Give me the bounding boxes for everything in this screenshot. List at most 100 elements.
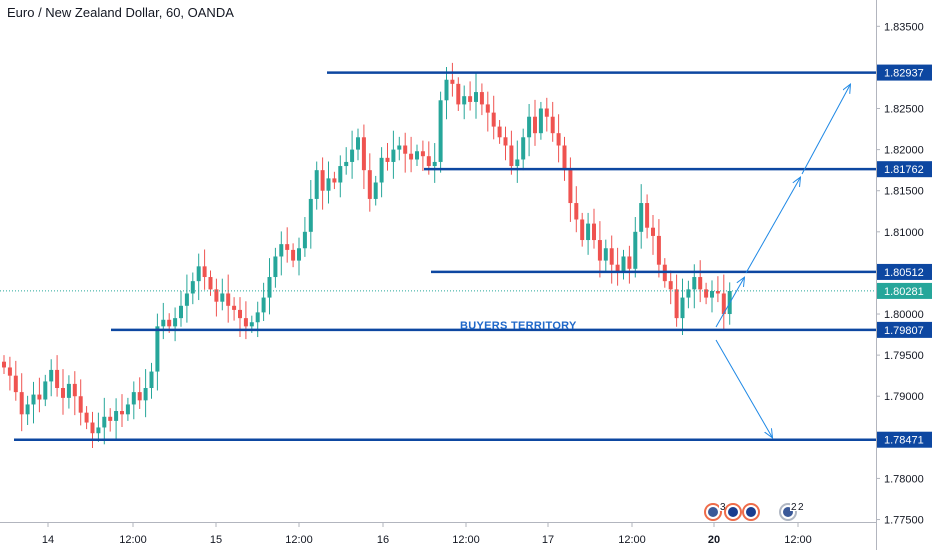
price-tick-label: 1.78000	[884, 473, 924, 485]
arrow-up-1[interactable]	[715, 278, 744, 328]
candle	[37, 377, 42, 413]
candle	[43, 374, 48, 407]
candle	[202, 249, 207, 290]
candle	[533, 99, 537, 146]
time-axis[interactable]: 14 12:00 15 12:00 16 12:00 17 12:00 20 12:00	[42, 522, 812, 546]
arrow-down[interactable]	[715, 339, 772, 437]
candle	[261, 282, 266, 322]
candle	[31, 381, 36, 424]
candle	[96, 412, 101, 442]
candle	[220, 278, 225, 311]
candle-body	[291, 249, 296, 261]
candle-body	[261, 297, 266, 313]
price-tick-label: 1.79000	[884, 391, 924, 403]
flag-badge-nz-2[interactable]: 2 2	[779, 501, 804, 521]
candle	[102, 397, 107, 445]
candle-body	[403, 145, 408, 154]
level-price-tag: 1.80512	[877, 263, 932, 280]
candle	[568, 157, 573, 222]
arrows-layer	[715, 85, 850, 437]
candle	[621, 249, 626, 280]
candle	[515, 140, 520, 183]
current-price-tag-bg	[877, 282, 932, 299]
candle	[255, 301, 260, 338]
candle-body	[704, 289, 709, 298]
level-price-tag-bg	[877, 431, 932, 448]
candle	[474, 73, 478, 119]
candle	[592, 208, 596, 249]
arrow-up-2[interactable]	[745, 178, 800, 274]
candle	[462, 85, 467, 120]
candle	[491, 95, 496, 140]
candle	[232, 297, 237, 321]
candle	[190, 272, 195, 305]
candle	[444, 66, 449, 120]
candle	[267, 258, 272, 315]
candle-body	[450, 79, 455, 84]
time-tick-label: 15	[210, 534, 222, 546]
candle	[302, 217, 307, 257]
candle	[49, 359, 54, 397]
candle	[114, 398, 119, 440]
candle-body	[586, 223, 591, 241]
candle-body	[297, 248, 301, 261]
flag-badge-eu[interactable]: 3	[704, 501, 727, 521]
candle	[279, 231, 284, 276]
candle-body	[515, 159, 520, 167]
candle	[155, 313, 160, 391]
candle-body	[468, 96, 473, 102]
candle-body	[456, 83, 461, 105]
candle-body	[13, 375, 18, 393]
candle-body	[25, 404, 30, 415]
candle-body	[2, 361, 6, 368]
candle	[66, 375, 71, 409]
candle-body	[668, 281, 673, 290]
level-price-tag: 1.78471	[877, 431, 932, 448]
candle-body	[574, 203, 579, 220]
candle-body	[314, 170, 319, 199]
candle-body	[19, 392, 24, 415]
candle	[651, 214, 655, 255]
flag-badge-nz[interactable]	[724, 503, 742, 521]
candle-body	[485, 104, 490, 113]
level-price-tag-text: 1.79807	[884, 325, 924, 337]
candle-body	[633, 231, 638, 269]
candle-body	[273, 256, 278, 278]
candle-body	[285, 244, 290, 250]
candle	[538, 101, 543, 140]
candle	[55, 355, 60, 397]
price-tick-label: 1.79500	[884, 350, 924, 362]
candle	[320, 157, 325, 210]
candle	[332, 171, 337, 190]
arrow-up-3[interactable]	[801, 85, 850, 175]
candle	[562, 136, 567, 181]
level-price-tag-text: 1.81762	[884, 164, 924, 176]
candle-body	[420, 151, 425, 157]
time-tick-label: 12:00	[119, 534, 147, 546]
candle	[326, 161, 331, 204]
candle	[72, 371, 77, 416]
candle-body	[279, 244, 284, 257]
candle-body	[173, 318, 178, 327]
candle	[214, 278, 219, 317]
flag-badge-nz-2-count: 2	[791, 502, 797, 513]
candle-body	[131, 392, 136, 405]
flag-badge-au[interactable]	[742, 503, 760, 521]
current-price-tag: 1.80281	[877, 282, 932, 299]
candle-body	[332, 178, 337, 183]
candle-body	[7, 367, 12, 376]
candle-body	[409, 153, 414, 160]
candle-body	[202, 266, 207, 278]
candle-body	[715, 291, 720, 294]
candle-body	[656, 235, 661, 265]
candle	[556, 114, 561, 163]
candle-body	[72, 383, 77, 397]
candle-body	[143, 388, 148, 401]
candle	[580, 212, 585, 247]
candle-body	[692, 277, 697, 290]
candle-body	[538, 108, 543, 134]
candle	[179, 291, 183, 327]
time-tick-label: 20	[708, 534, 720, 546]
candle	[721, 274, 726, 331]
